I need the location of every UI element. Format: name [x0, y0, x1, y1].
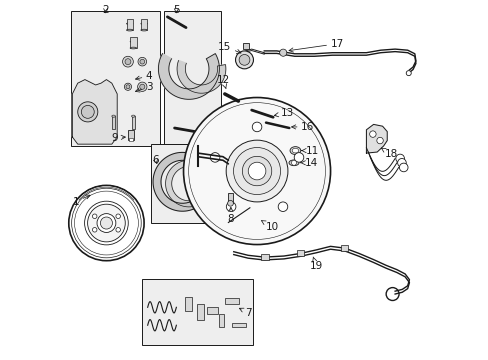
Circle shape [183, 98, 330, 244]
Ellipse shape [141, 23, 147, 24]
Circle shape [248, 162, 265, 180]
Circle shape [81, 105, 94, 118]
Text: 12: 12 [216, 75, 229, 89]
Bar [185, 297, 191, 311]
Ellipse shape [112, 115, 115, 117]
Circle shape [397, 158, 406, 167]
Bar [128, 130, 134, 140]
Bar [126, 19, 133, 30]
Text: 19: 19 [309, 257, 322, 271]
Bar [112, 116, 115, 129]
Circle shape [369, 131, 375, 137]
Bar [242, 42, 249, 49]
Circle shape [226, 140, 287, 202]
Bar [224, 298, 239, 304]
Circle shape [226, 202, 235, 211]
Bar [261, 254, 268, 260]
Text: 6: 6 [152, 155, 159, 165]
Text: 2: 2 [102, 5, 109, 15]
Circle shape [124, 83, 131, 90]
Ellipse shape [141, 29, 147, 31]
Circle shape [116, 214, 120, 219]
Bar [151, 144, 214, 223]
Text: 17: 17 [288, 39, 343, 52]
Circle shape [227, 201, 233, 206]
Circle shape [399, 163, 407, 172]
Text: 9: 9 [111, 133, 125, 143]
Circle shape [279, 49, 286, 56]
Text: 7: 7 [239, 308, 251, 318]
Bar [231, 323, 246, 327]
Polygon shape [158, 54, 219, 99]
Bar [142, 279, 253, 345]
Text: 11: 11 [301, 145, 319, 156]
Circle shape [376, 137, 383, 144]
Bar [341, 245, 348, 251]
Ellipse shape [130, 47, 136, 49]
Text: 5: 5 [173, 5, 179, 15]
Text: 4: 4 [135, 71, 152, 81]
Polygon shape [153, 152, 209, 211]
Text: 10: 10 [261, 221, 279, 232]
Bar [129, 138, 133, 141]
Ellipse shape [130, 41, 136, 42]
Circle shape [233, 148, 280, 194]
Ellipse shape [292, 148, 298, 153]
Circle shape [235, 51, 253, 69]
Ellipse shape [131, 115, 135, 117]
Ellipse shape [289, 147, 300, 154]
Circle shape [210, 153, 220, 162]
Polygon shape [165, 160, 209, 207]
Ellipse shape [126, 23, 133, 24]
Circle shape [252, 122, 261, 132]
Polygon shape [366, 125, 386, 153]
Circle shape [395, 154, 404, 163]
Circle shape [116, 228, 120, 232]
Bar [197, 304, 203, 320]
Text: 8: 8 [227, 207, 234, 224]
Circle shape [140, 84, 144, 89]
Bar [131, 116, 135, 129]
Circle shape [87, 204, 125, 242]
Circle shape [78, 102, 98, 122]
Text: 18: 18 [381, 148, 397, 159]
Circle shape [137, 82, 147, 91]
Text: 16: 16 [291, 122, 314, 132]
Text: 15: 15 [218, 42, 241, 53]
Circle shape [138, 57, 146, 66]
Circle shape [125, 59, 131, 64]
Bar [297, 250, 304, 256]
Bar [219, 315, 223, 327]
Text: 3: 3 [135, 82, 152, 92]
Bar [206, 307, 217, 315]
Polygon shape [72, 80, 117, 144]
Circle shape [239, 54, 249, 65]
Circle shape [92, 214, 97, 219]
Circle shape [242, 156, 271, 186]
Text: 1: 1 [73, 195, 90, 207]
Circle shape [122, 56, 133, 67]
Circle shape [100, 217, 112, 229]
Text: 14: 14 [300, 158, 317, 168]
Circle shape [126, 85, 130, 89]
Text: 13: 13 [274, 108, 293, 118]
Circle shape [278, 202, 287, 211]
Circle shape [406, 71, 410, 76]
Polygon shape [177, 60, 225, 93]
Bar [163, 12, 221, 144]
Circle shape [97, 213, 116, 233]
Circle shape [291, 160, 296, 165]
Ellipse shape [126, 29, 133, 31]
Bar [70, 12, 160, 146]
Bar [130, 37, 136, 48]
Ellipse shape [288, 160, 298, 166]
Circle shape [92, 228, 97, 232]
Bar [141, 19, 147, 30]
Circle shape [140, 59, 144, 64]
Circle shape [294, 153, 303, 162]
Bar [228, 193, 232, 203]
